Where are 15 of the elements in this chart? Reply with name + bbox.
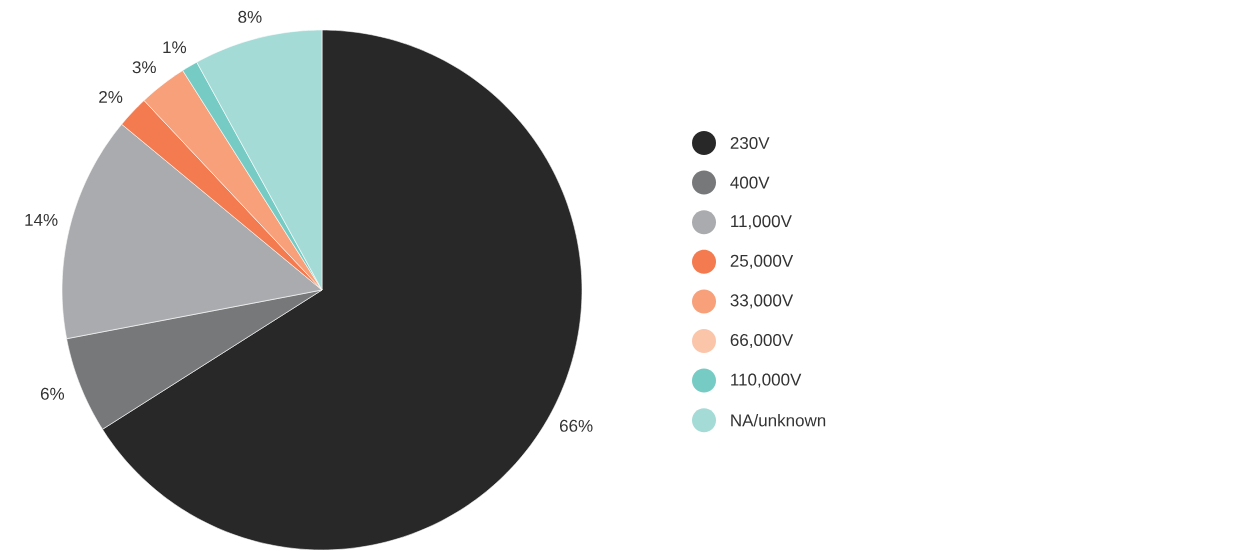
data-label: 66% xyxy=(559,419,593,432)
legend-label: 66,000V xyxy=(730,333,794,349)
data-label: 8% xyxy=(238,10,262,23)
data-label: 2% xyxy=(99,90,123,103)
legend-label: NA/unknown xyxy=(731,413,826,427)
data-label: 14% xyxy=(25,213,58,226)
legend-label: 25,000V xyxy=(730,254,794,269)
data-label: 6% xyxy=(40,387,65,400)
legend-label: 110,000V xyxy=(731,373,802,388)
data-label: 1% xyxy=(163,41,187,54)
legend-label: 230V xyxy=(730,136,770,150)
legend-label: 11,000V xyxy=(731,215,792,230)
data-label: 3% xyxy=(132,61,156,74)
legend-label: 33,000V xyxy=(730,294,794,309)
legend-label: 400V xyxy=(730,176,770,189)
